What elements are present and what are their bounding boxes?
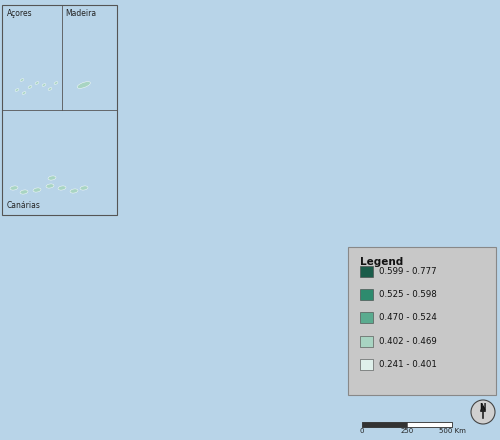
Ellipse shape bbox=[35, 82, 39, 84]
Ellipse shape bbox=[80, 186, 88, 190]
Text: 0.599 - 0.777: 0.599 - 0.777 bbox=[379, 267, 436, 276]
Text: 0: 0 bbox=[360, 428, 364, 434]
Bar bbox=[2, 5, 117, 215]
Text: 0.470 - 0.524: 0.470 - 0.524 bbox=[379, 313, 437, 323]
Text: N: N bbox=[480, 403, 486, 412]
Bar bbox=[360, 359, 373, 370]
Bar bbox=[362, 422, 452, 427]
Ellipse shape bbox=[22, 92, 26, 94]
Text: 0.402 - 0.469: 0.402 - 0.469 bbox=[379, 337, 437, 345]
Ellipse shape bbox=[10, 186, 18, 190]
Ellipse shape bbox=[77, 82, 90, 88]
Ellipse shape bbox=[20, 79, 24, 81]
Ellipse shape bbox=[46, 184, 54, 188]
Ellipse shape bbox=[48, 176, 56, 180]
Text: 500 Km: 500 Km bbox=[438, 428, 466, 434]
Bar bbox=[360, 266, 373, 277]
Bar bbox=[360, 336, 373, 347]
Bar bbox=[360, 312, 373, 323]
Ellipse shape bbox=[54, 82, 58, 84]
Ellipse shape bbox=[20, 190, 28, 194]
Ellipse shape bbox=[15, 89, 19, 92]
Bar bbox=[362, 422, 407, 427]
Text: Açores: Açores bbox=[7, 9, 32, 18]
Text: 0.241 - 0.401: 0.241 - 0.401 bbox=[379, 360, 437, 369]
Text: Legend: Legend bbox=[360, 257, 403, 267]
Ellipse shape bbox=[48, 88, 52, 90]
Text: 250: 250 bbox=[400, 428, 413, 434]
Circle shape bbox=[471, 400, 495, 424]
Bar bbox=[360, 289, 373, 300]
Text: 0.525 - 0.598: 0.525 - 0.598 bbox=[379, 290, 437, 299]
Text: Canárias: Canárias bbox=[7, 201, 41, 210]
Ellipse shape bbox=[70, 189, 78, 193]
Ellipse shape bbox=[42, 84, 46, 86]
Bar bbox=[407, 422, 452, 427]
Ellipse shape bbox=[33, 188, 41, 192]
Bar bbox=[348, 247, 496, 395]
Ellipse shape bbox=[58, 186, 66, 190]
Ellipse shape bbox=[28, 86, 32, 88]
Text: Madeira: Madeira bbox=[65, 9, 96, 18]
